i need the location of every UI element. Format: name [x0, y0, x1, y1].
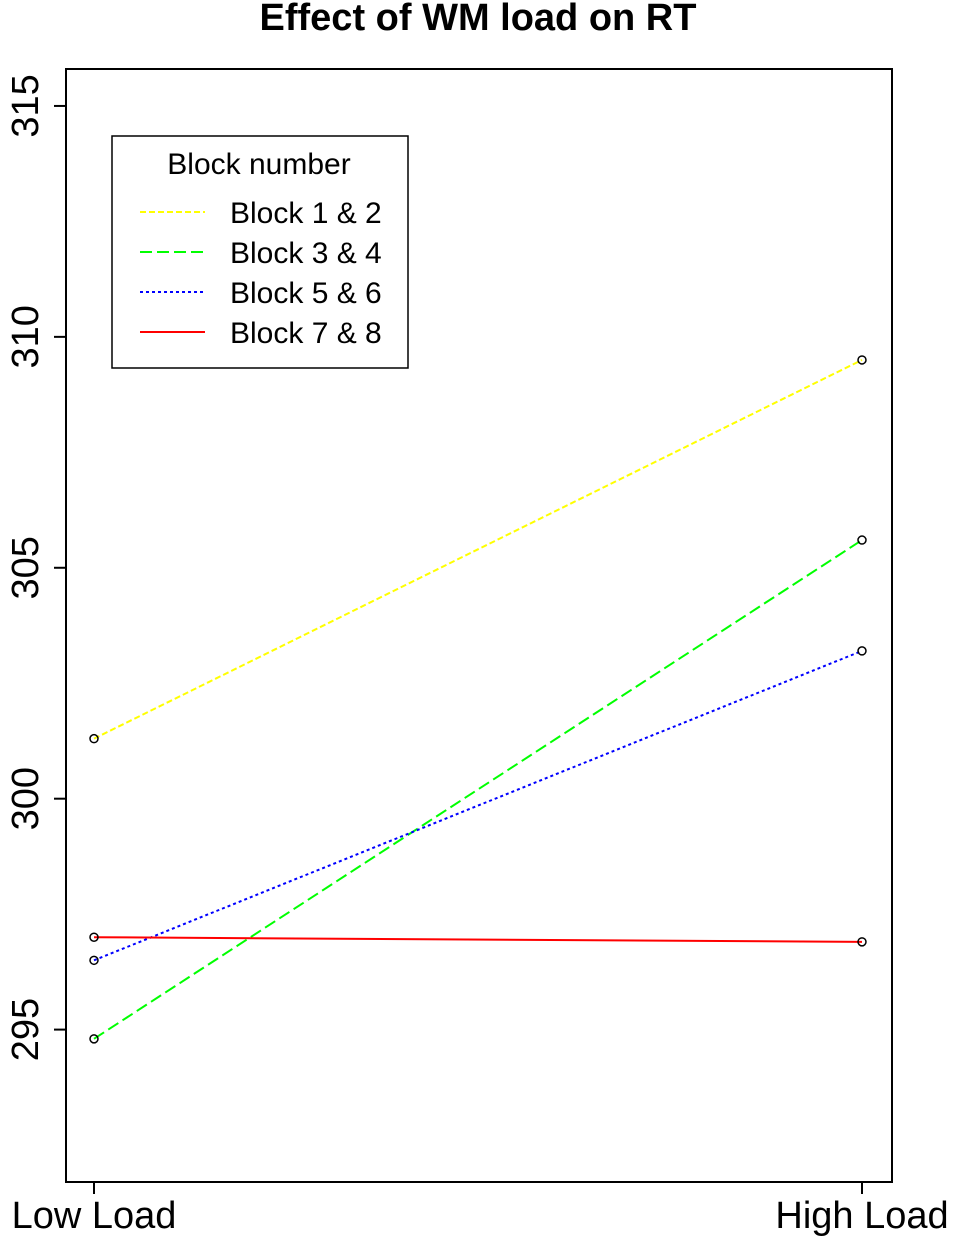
data-point — [89, 1034, 99, 1044]
data-point — [89, 955, 99, 966]
x-tick-label: Low Load — [12, 1195, 177, 1237]
data-point — [857, 937, 867, 947]
x-tick-label: High Load — [775, 1195, 948, 1237]
series-line — [93, 649, 863, 962]
y-tick-label: 305 — [5, 536, 47, 599]
series-line — [93, 359, 863, 740]
chart-title: Effect of WM load on RT — [260, 0, 697, 39]
plot-frame — [65, 68, 893, 1183]
series-line — [93, 936, 863, 943]
legend-items: Block 1 & 2 Block 3 & 4 Block 5 & 6 Block 7… — [140, 197, 382, 350]
legend-label: Block 7 & 8 — [230, 317, 382, 350]
y-axis: 295 300 305 310 315 — [5, 74, 66, 1061]
y-tick-label: 315 — [5, 74, 47, 137]
x-axis: Low Load High Load — [12, 1182, 949, 1237]
series-layer — [89, 355, 867, 1044]
data-point — [89, 932, 99, 942]
data-point — [857, 646, 867, 656]
legend-label: Block 5 & 6 — [230, 277, 382, 310]
data-point — [857, 535, 867, 545]
data-point — [89, 733, 99, 744]
y-tick-label: 310 — [5, 305, 47, 368]
legend-title: Block number — [167, 148, 350, 181]
series-2 — [89, 535, 867, 1044]
y-tick-label: 300 — [5, 767, 47, 830]
series-line — [93, 539, 863, 1040]
series-1 — [89, 355, 867, 744]
y-tick-label: 295 — [5, 998, 47, 1061]
series-4 — [89, 932, 867, 947]
series-3 — [89, 646, 867, 966]
legend-label: Block 1 & 2 — [230, 197, 382, 230]
data-point — [857, 355, 867, 365]
legend-label: Block 3 & 4 — [230, 237, 382, 270]
